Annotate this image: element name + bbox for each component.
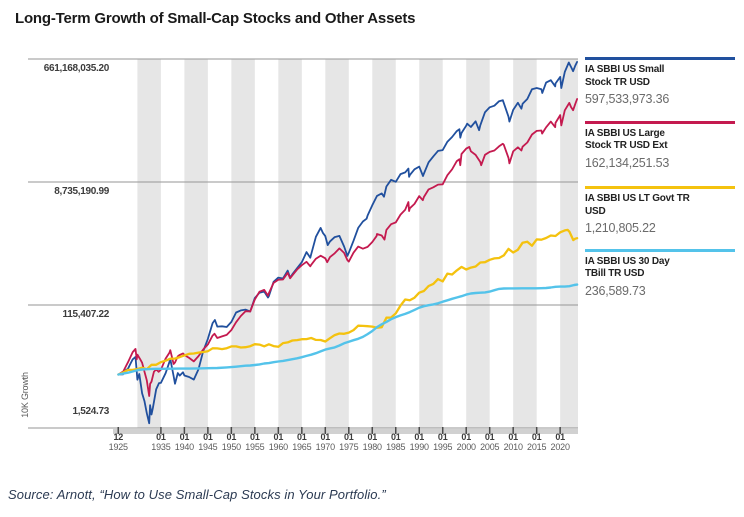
x-tick-year: 1990 [410,442,429,452]
series-line [117,98,578,397]
legend-series-name: IA SBBI US Large Stock TR USD Ext [585,127,668,152]
decade-band [466,59,490,428]
x-tick-year: 2015 [527,442,546,452]
legend-entry: IA SBBI US Large Stock TR USD Ext 162,134… [585,120,735,170]
decade-band [184,59,208,428]
x-tick-year: 1950 [222,442,241,452]
decade-band [137,59,161,428]
decade-band [278,59,302,428]
legend-entry: IA SBBI US LT Govt TR USD 1,210,805.22 [585,186,735,235]
x-tick-year: 2005 [480,442,499,452]
y-tick-label: 661,168,035.20 [44,63,110,74]
legend-series-final-value: 236,589.73 [585,283,646,298]
x-tick-year: 1925 [109,442,128,452]
x-tick-year: 1995 [433,442,452,452]
x-tick-year: 1945 [198,442,217,452]
x-tick-month: 12 [113,432,123,442]
decade-band [231,59,255,428]
decade-band [325,59,349,428]
x-tick-month: 01 [320,432,330,442]
x-tick-month: 01 [438,432,448,442]
series-line [117,283,579,376]
x-tick-year: 1940 [175,442,194,452]
x-tick-month: 01 [414,432,424,442]
decade-band [560,59,578,428]
x-tick-month: 01 [508,432,518,442]
growth-chart-plot: 661,168,035.20 8,735,190.99 115,407.22 1,52… [28,58,579,452]
x-tick-year: 1980 [363,442,382,452]
y-tick-label: 8,735,190.99 [54,186,110,197]
x-tick-month: 01 [227,432,237,442]
x-tick-month: 01 [461,432,471,442]
x-tick-year: 1970 [316,442,335,452]
y-axis-title: 10K Growth [20,372,30,418]
x-tick-month: 01 [344,432,354,442]
x-tick-year: 2020 [551,442,570,452]
x-tick-month: 01 [391,432,401,442]
legend-entry: IA SBBI US 30 Day TBill TR USD 236,589.73 [585,248,735,298]
x-tick-year: 1965 [292,442,311,452]
x-tick-year: 2000 [457,442,476,452]
series-line [117,228,579,376]
decade-band [419,59,443,428]
legend-series-final-value: 597,533,973.36 [585,92,670,106]
x-tick-year: 1935 [151,442,170,452]
legend-entry: IA SBBI US Small Stock TR USD 597,533,973… [585,57,735,106]
x-tick-month: 01 [203,432,213,442]
x-tick-year: 1955 [245,442,264,452]
decade-band [372,59,396,428]
series-line [117,61,578,425]
x-tick-year: 2010 [504,442,523,452]
legend-series-final-value: 162,134,251.53 [585,155,670,170]
x-tick-month: 01 [250,432,260,442]
x-tick-month: 01 [156,432,166,442]
x-tick-month: 01 [367,432,377,442]
legend-series-name: IA SBBI US 30 Day TBill TR USD [585,255,670,280]
legend-series-name: IA SBBI US Small Stock TR USD [585,64,665,88]
x-tick-year: 1975 [339,442,358,452]
legend-series-final-value: 1,210,805.22 [585,221,656,235]
chart-title: Long-Term Growth of Small-Cap Stocks and… [15,10,416,27]
x-tick-month: 01 [532,432,542,442]
x-tick-year: 1960 [269,442,288,452]
source-citation: Source: Arnott, “How to Use Small-Cap St… [8,487,386,502]
x-tick-month: 01 [485,432,495,442]
y-tick-label: 115,407.22 [63,309,110,320]
x-tick-month: 01 [274,432,284,442]
x-axis-strip [113,429,578,434]
legend-series-name: IA SBBI US LT Govt TR USD [585,193,690,217]
x-tick-month: 01 [297,432,307,442]
x-tick-month: 01 [180,432,190,442]
x-tick-month: 01 [555,432,565,442]
y-tick-label: 1,524.73 [72,406,109,417]
x-tick-year: 1985 [386,442,405,452]
decade-band [513,59,537,428]
